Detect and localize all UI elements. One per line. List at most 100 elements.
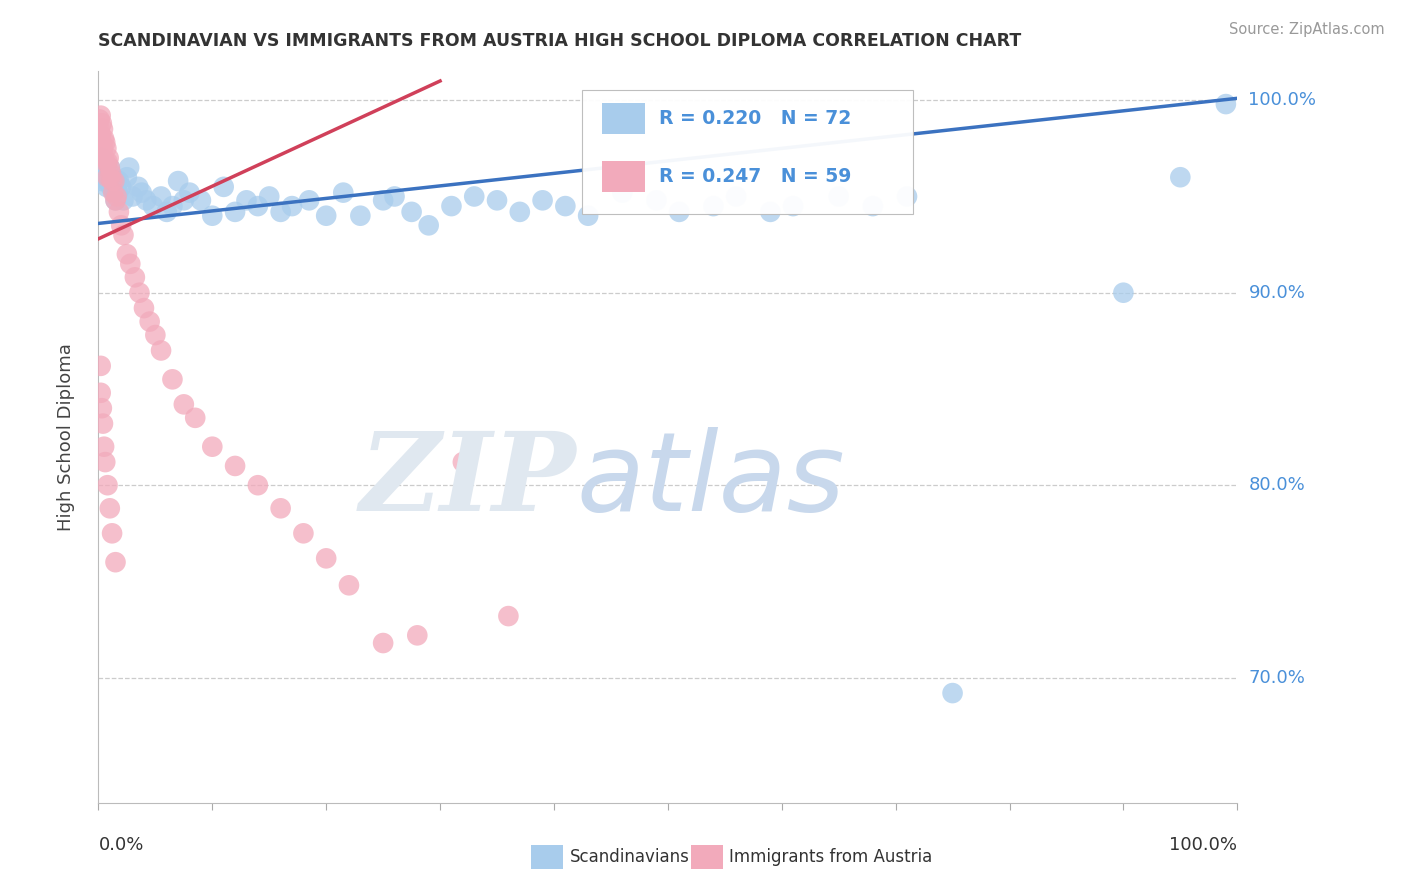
- Point: [576, 209, 599, 223]
- Point: [281, 199, 304, 213]
- Point: [127, 179, 149, 194]
- Point: [112, 194, 135, 208]
- Point: [94, 170, 117, 185]
- Point: [371, 194, 394, 208]
- Point: [440, 199, 463, 213]
- Point: [91, 417, 114, 431]
- Bar: [602, 161, 645, 192]
- Point: [101, 174, 124, 188]
- Point: [110, 179, 132, 194]
- Point: [150, 343, 173, 358]
- Point: [90, 109, 112, 123]
- Text: R = 0.247   N = 59: R = 0.247 N = 59: [659, 167, 851, 186]
- Point: [96, 154, 118, 169]
- Point: [531, 194, 554, 208]
- Point: [418, 219, 440, 233]
- Point: [150, 189, 173, 203]
- Point: [401, 205, 423, 219]
- Point: [115, 170, 138, 185]
- Point: [1215, 97, 1237, 112]
- Point: [90, 401, 112, 416]
- Point: [142, 199, 165, 213]
- Point: [828, 189, 851, 203]
- Point: [135, 194, 157, 208]
- Point: [91, 122, 114, 136]
- Point: [89, 170, 111, 185]
- Point: [132, 301, 155, 315]
- Point: [371, 636, 394, 650]
- Text: R = 0.220   N = 72: R = 0.220 N = 72: [659, 109, 851, 128]
- Point: [702, 199, 724, 213]
- Point: [101, 526, 124, 541]
- Point: [246, 478, 269, 492]
- Point: [89, 112, 111, 127]
- Point: [463, 189, 485, 203]
- Text: Source: ZipAtlas.com: Source: ZipAtlas.com: [1229, 22, 1385, 37]
- Point: [1170, 170, 1192, 185]
- Point: [100, 166, 122, 180]
- Point: [349, 209, 371, 223]
- Point: [668, 205, 690, 219]
- Point: [131, 186, 153, 200]
- Point: [190, 194, 212, 208]
- Point: [128, 285, 150, 300]
- Bar: [690, 846, 723, 869]
- Y-axis label: High School Diploma: High School Diploma: [56, 343, 75, 531]
- Point: [98, 501, 121, 516]
- Point: [332, 186, 354, 200]
- Text: atlas: atlas: [576, 427, 845, 534]
- Text: 0.0%: 0.0%: [98, 836, 143, 854]
- Text: Immigrants from Austria: Immigrants from Austria: [730, 848, 932, 866]
- Point: [112, 227, 135, 242]
- Point: [91, 154, 114, 169]
- Bar: [602, 103, 645, 134]
- Point: [173, 194, 195, 208]
- Point: [103, 170, 125, 185]
- Point: [108, 174, 131, 188]
- Point: [145, 328, 167, 343]
- Point: [645, 194, 668, 208]
- Point: [107, 186, 129, 200]
- Point: [270, 205, 292, 219]
- Point: [184, 410, 207, 425]
- Point: [201, 209, 224, 223]
- Point: [90, 174, 112, 188]
- Point: [90, 170, 112, 185]
- Point: [315, 551, 337, 566]
- Point: [98, 161, 121, 175]
- Point: [451, 455, 474, 469]
- Point: [292, 526, 315, 541]
- Point: [156, 205, 179, 219]
- Point: [162, 199, 184, 213]
- Point: [90, 151, 112, 165]
- Bar: [531, 846, 562, 869]
- Point: [93, 151, 115, 165]
- Point: [100, 179, 122, 194]
- Point: [162, 372, 184, 386]
- Point: [90, 359, 112, 373]
- Point: [896, 189, 918, 203]
- Point: [94, 136, 117, 150]
- Point: [270, 501, 292, 516]
- Point: [90, 136, 112, 150]
- Text: 90.0%: 90.0%: [1249, 284, 1305, 301]
- Point: [103, 186, 125, 200]
- Point: [179, 186, 201, 200]
- Point: [759, 205, 782, 219]
- Point: [108, 205, 131, 219]
- Point: [498, 609, 520, 624]
- Point: [554, 199, 576, 213]
- Point: [103, 174, 125, 188]
- Point: [104, 555, 127, 569]
- Point: [103, 186, 125, 200]
- Point: [98, 161, 121, 175]
- Point: [110, 219, 132, 233]
- Point: [96, 478, 118, 492]
- Point: [89, 122, 111, 136]
- Point: [118, 161, 141, 175]
- Point: [138, 315, 160, 329]
- Text: 100.0%: 100.0%: [1249, 91, 1316, 109]
- Point: [486, 194, 509, 208]
- Point: [93, 166, 115, 180]
- Point: [224, 458, 246, 473]
